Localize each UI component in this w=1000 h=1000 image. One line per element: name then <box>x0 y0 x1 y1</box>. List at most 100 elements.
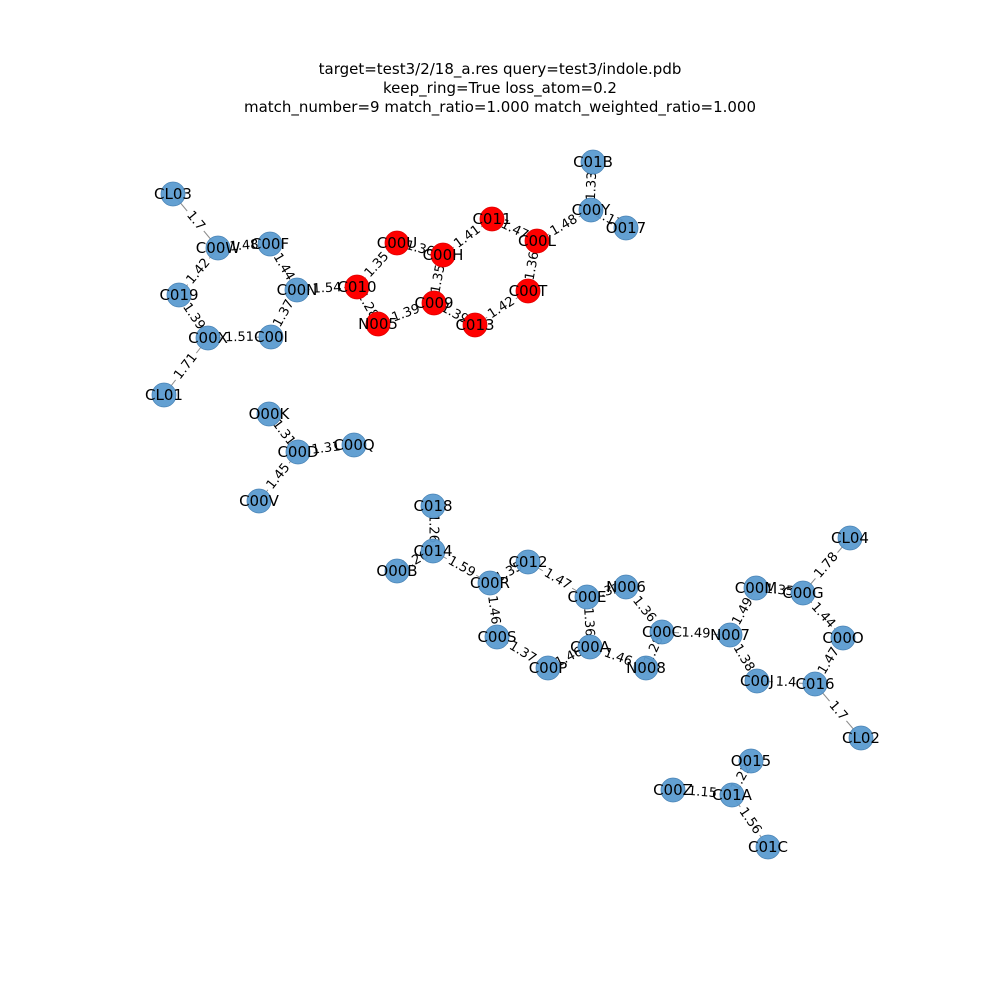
bond-label-group: 1.71 <box>170 348 202 385</box>
bond-label-group: 1.48 <box>226 237 262 255</box>
atom-label-c00e: C00E <box>567 588 606 606</box>
atom-label-c010: C010 <box>337 278 376 296</box>
title-line-1: target=test3/2/18_a.res query=test3/indo… <box>318 60 682 78</box>
bond-label-background <box>309 280 345 297</box>
atom-node-c00q <box>341 432 367 458</box>
atom-label-c01c: C01C <box>748 838 788 856</box>
bond-length-label: 1.49 <box>681 625 711 641</box>
atom-node-c00s <box>484 624 510 650</box>
atom-label-cl03: CL03 <box>154 185 192 203</box>
atom-label-c012: C012 <box>508 553 547 571</box>
atom-node-cl03 <box>160 181 186 207</box>
bond-length-label: 1.31 <box>311 439 342 457</box>
atom-label-c00w: C00W <box>196 239 241 257</box>
atom-label-c01a: C01A <box>712 786 753 804</box>
bond-label-background <box>584 168 600 204</box>
atom-label-c00x: C00X <box>188 329 228 347</box>
atom-node-c00a <box>577 634 603 660</box>
atom-node-c00c <box>649 619 675 645</box>
bond-length-label: 1.46 <box>484 595 503 626</box>
atom-node-n006 <box>613 574 639 600</box>
bond-label-group: 1.44 <box>806 598 840 633</box>
bond-label-background <box>308 439 344 458</box>
bond-label-group: 1.46 <box>484 592 503 628</box>
bond-label-background <box>181 206 210 236</box>
atom-node-o00k <box>256 401 282 427</box>
atom-node-c00i <box>258 324 284 350</box>
bond-label-background <box>178 298 209 335</box>
atom-label-o00b: O00B <box>376 562 417 580</box>
bond-label-background <box>387 300 425 327</box>
atom-node-n005 <box>365 311 391 337</box>
bond-label-background <box>772 674 800 691</box>
atom-label-n005: N005 <box>358 315 398 333</box>
bond-label-group: 1.36 <box>580 604 597 640</box>
atom-node-c00n <box>284 277 310 303</box>
bond-label-group: 1.54 <box>309 280 345 297</box>
atom-node-c016 <box>802 671 828 697</box>
atom-label-c00m: C00M <box>735 579 778 597</box>
bond-label-group: 1.33 <box>584 168 600 204</box>
atom-node-c00r <box>477 570 503 596</box>
atom-node-c00z <box>660 777 686 803</box>
atom-node-c00v <box>246 488 272 514</box>
bond-label-background <box>182 253 215 290</box>
bond-label-group: 1.35 <box>761 581 798 600</box>
atom-node-c00j <box>744 668 770 694</box>
bond-label-background <box>824 696 852 726</box>
bond-length-label: 1.48 <box>229 237 259 254</box>
title-line-2: keep_ring=True loss_atom=0.2 <box>383 79 617 97</box>
atom-label-c00n: C00N <box>277 281 318 299</box>
bond-label-group: 1.26 <box>426 511 441 546</box>
bond-label-background <box>262 458 295 495</box>
bond-label-background <box>443 552 480 582</box>
atom-label-c016: C016 <box>795 675 834 693</box>
atom-label-c018: C018 <box>413 497 452 515</box>
bond-label-background <box>484 592 503 628</box>
atom-label-c00q: C00Q <box>333 436 374 454</box>
atom-node-c00x <box>195 325 221 351</box>
atom-label-cl02: CL02 <box>842 729 880 747</box>
bond-label-background <box>678 625 714 642</box>
atom-node-c01c <box>755 834 781 860</box>
atom-label-c011: C011 <box>472 210 511 228</box>
atom-node-c00l <box>524 228 550 254</box>
bond-label-background <box>496 216 533 244</box>
graph-title: target=test3/2/18_a.res query=test3/indo… <box>0 60 1000 117</box>
atom-node-c009 <box>421 290 447 316</box>
atom-node-c00g <box>790 580 816 606</box>
atom-label-c01b: C01B <box>573 153 613 171</box>
atom-node-n007 <box>717 622 743 648</box>
atom-label-c00p: C00P <box>529 659 568 677</box>
atom-label-c00d: C00D <box>277 443 318 461</box>
bond-length-label: 1.15 <box>687 784 717 801</box>
atom-label-c00v: C00V <box>239 492 280 510</box>
atom-node-o017 <box>613 215 639 241</box>
bond-label-background <box>761 581 798 600</box>
atom-label-c00f: C00F <box>251 235 289 253</box>
bond-label-background <box>504 637 541 668</box>
bond-label-background <box>428 261 449 297</box>
bond-label-group: 1.36 <box>401 237 439 261</box>
atom-node-c00o <box>830 625 856 651</box>
atom-node-o015 <box>738 748 764 774</box>
bond-length-label: 1.54 <box>312 280 342 296</box>
bond-label-background <box>522 248 543 284</box>
atom-label-c00z: C00Z <box>653 781 693 799</box>
atom-node-c019 <box>166 282 192 308</box>
atom-label-c00y: C00Y <box>572 201 612 219</box>
bond-label-background <box>599 644 637 671</box>
atom-label-c00o: C00O <box>822 629 863 647</box>
bond-label-background <box>539 564 576 595</box>
atom-node-c00e <box>574 584 600 610</box>
atom-label-o017: O017 <box>606 219 646 237</box>
atom-label-c00h: C00H <box>423 246 464 264</box>
atom-node-c00t <box>515 278 541 304</box>
atom-node-cl02 <box>848 725 874 751</box>
atom-node-n008 <box>633 655 659 681</box>
bond-label-background <box>269 295 299 332</box>
atom-node-c01b <box>580 149 606 175</box>
atom-label-c009: C009 <box>414 294 453 312</box>
bond-label-group: 1.15 <box>684 784 721 801</box>
